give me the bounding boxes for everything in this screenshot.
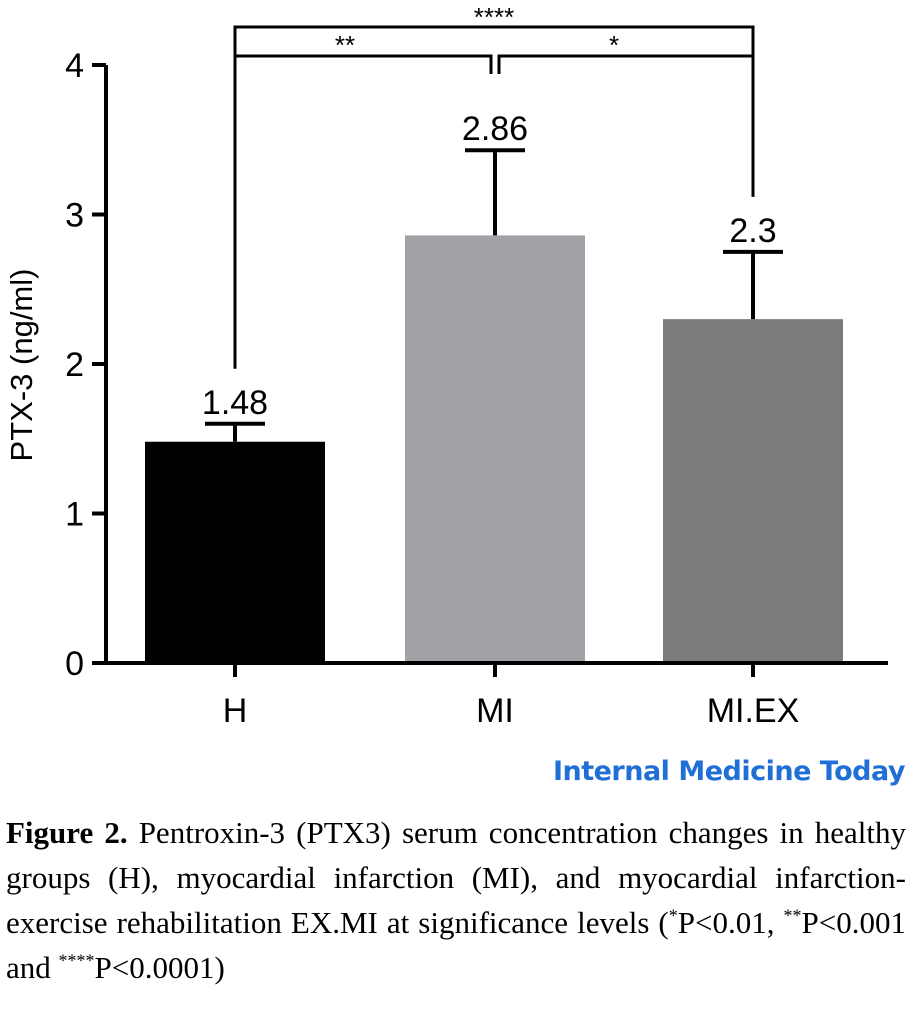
significance-bracket xyxy=(235,54,493,74)
x-tick-label: H xyxy=(223,692,248,730)
caption-label: Figure 2. xyxy=(6,815,128,850)
significance-label: ** xyxy=(335,30,355,60)
y-tick-label: 4 xyxy=(65,47,84,85)
x-tick-label: MI.EX xyxy=(707,692,800,730)
data-label: 2.86 xyxy=(462,110,528,148)
caption-text: Pentroxin-3 (PTX3) serum concentration c… xyxy=(6,815,906,940)
axes-layer: 0 1 2 3 4 H MI MI.EX xyxy=(65,47,888,730)
significance-label: * xyxy=(609,30,619,60)
watermark-logo: Internal Medicine Today xyxy=(552,756,906,787)
figure-caption: Figure 2. Pentroxin-3 (PTX3) serum conce… xyxy=(6,810,906,990)
error-bars-layer xyxy=(205,148,783,442)
y-tick-label: 3 xyxy=(65,197,84,235)
caption-sup-1: * xyxy=(668,905,678,926)
significance-layer: ****** * xyxy=(233,2,755,369)
bar-mi-ex xyxy=(663,319,843,663)
caption-part-3: P<0.0001) xyxy=(94,950,225,985)
x-tick-label: MI xyxy=(476,692,514,730)
significance-label: **** xyxy=(474,2,514,32)
significance-bracket xyxy=(497,54,753,74)
y-tick-label: 0 xyxy=(65,645,84,683)
y-tick-label: 1 xyxy=(65,496,84,534)
data-label: 2.3 xyxy=(729,212,776,250)
caption-sup-3: **** xyxy=(58,950,95,971)
bars-layer xyxy=(145,235,843,663)
caption-sup-2: ** xyxy=(783,905,802,926)
bar-h xyxy=(145,441,325,663)
caption-part-1: P<0.01, xyxy=(677,905,784,940)
data-label: 1.48 xyxy=(202,384,268,422)
caption-part-2: P<0.001 and xyxy=(6,905,906,985)
y-axis-title: PTX-3 (ng/ml) xyxy=(4,269,39,462)
y-tick-label: 2 xyxy=(65,346,84,384)
bar-mi xyxy=(405,235,585,663)
value-labels-layer: 1.48 2.86 2.3 xyxy=(202,110,777,422)
significance-bracket xyxy=(233,25,755,369)
